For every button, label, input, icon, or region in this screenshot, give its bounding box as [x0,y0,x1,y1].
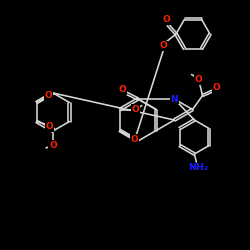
Text: O: O [118,85,126,94]
Text: O: O [195,75,202,84]
Text: NH₂: NH₂ [188,164,208,172]
Text: O: O [49,140,57,149]
Text: O: O [213,83,220,92]
Text: O: O [46,122,54,131]
Text: O: O [45,91,52,100]
Text: O: O [159,42,167,50]
Text: N: N [170,94,178,104]
Text: O: O [131,135,139,144]
Text: O: O [162,16,170,24]
Text: O: O [132,105,140,114]
